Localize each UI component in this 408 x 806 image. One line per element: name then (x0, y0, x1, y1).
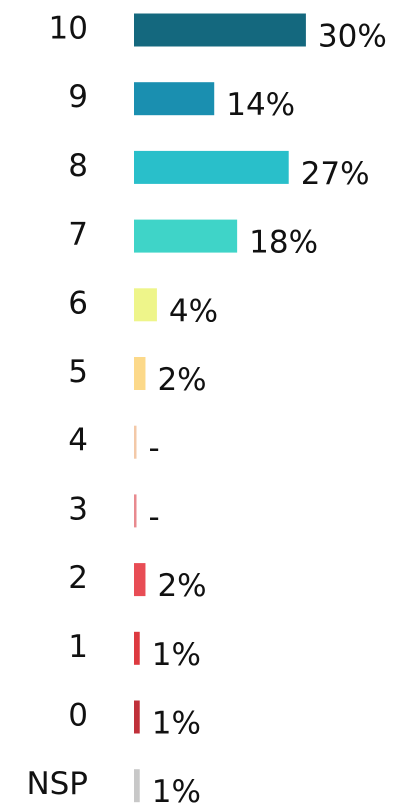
category-label: 7 (68, 217, 88, 253)
bar (134, 700, 140, 734)
category-label: 6 (68, 285, 88, 321)
value-label: 1% (152, 774, 201, 806)
bar (134, 769, 140, 803)
bar (134, 425, 137, 459)
value-label: - (149, 431, 160, 467)
value-label: 1% (152, 637, 201, 673)
bar (134, 494, 137, 528)
category-label: 2 (68, 560, 88, 596)
value-label: 30% (318, 19, 387, 55)
bar (134, 13, 306, 47)
category-label: 10 (49, 11, 88, 47)
value-label: 18% (249, 225, 318, 261)
bar (134, 563, 146, 597)
category-label: 0 (68, 698, 88, 734)
bar (134, 82, 215, 116)
bar (134, 288, 157, 322)
value-label: 27% (301, 156, 370, 192)
value-label: 14% (226, 87, 295, 123)
category-label: 4 (68, 423, 88, 459)
bar (134, 219, 238, 253)
value-label: 1% (152, 706, 201, 742)
category-label: 5 (68, 354, 88, 390)
value-label: 2% (157, 568, 206, 604)
category-label: 3 (68, 491, 88, 527)
category-label: 1 (68, 629, 88, 665)
category-label: 8 (68, 148, 88, 184)
category-label: 9 (68, 79, 88, 115)
bar (134, 150, 289, 184)
value-label: - (149, 499, 160, 535)
bar (134, 357, 146, 390)
bar (134, 631, 140, 665)
category-label: NSP (26, 766, 88, 802)
value-label: 2% (157, 362, 206, 398)
value-label: 4% (169, 293, 218, 329)
